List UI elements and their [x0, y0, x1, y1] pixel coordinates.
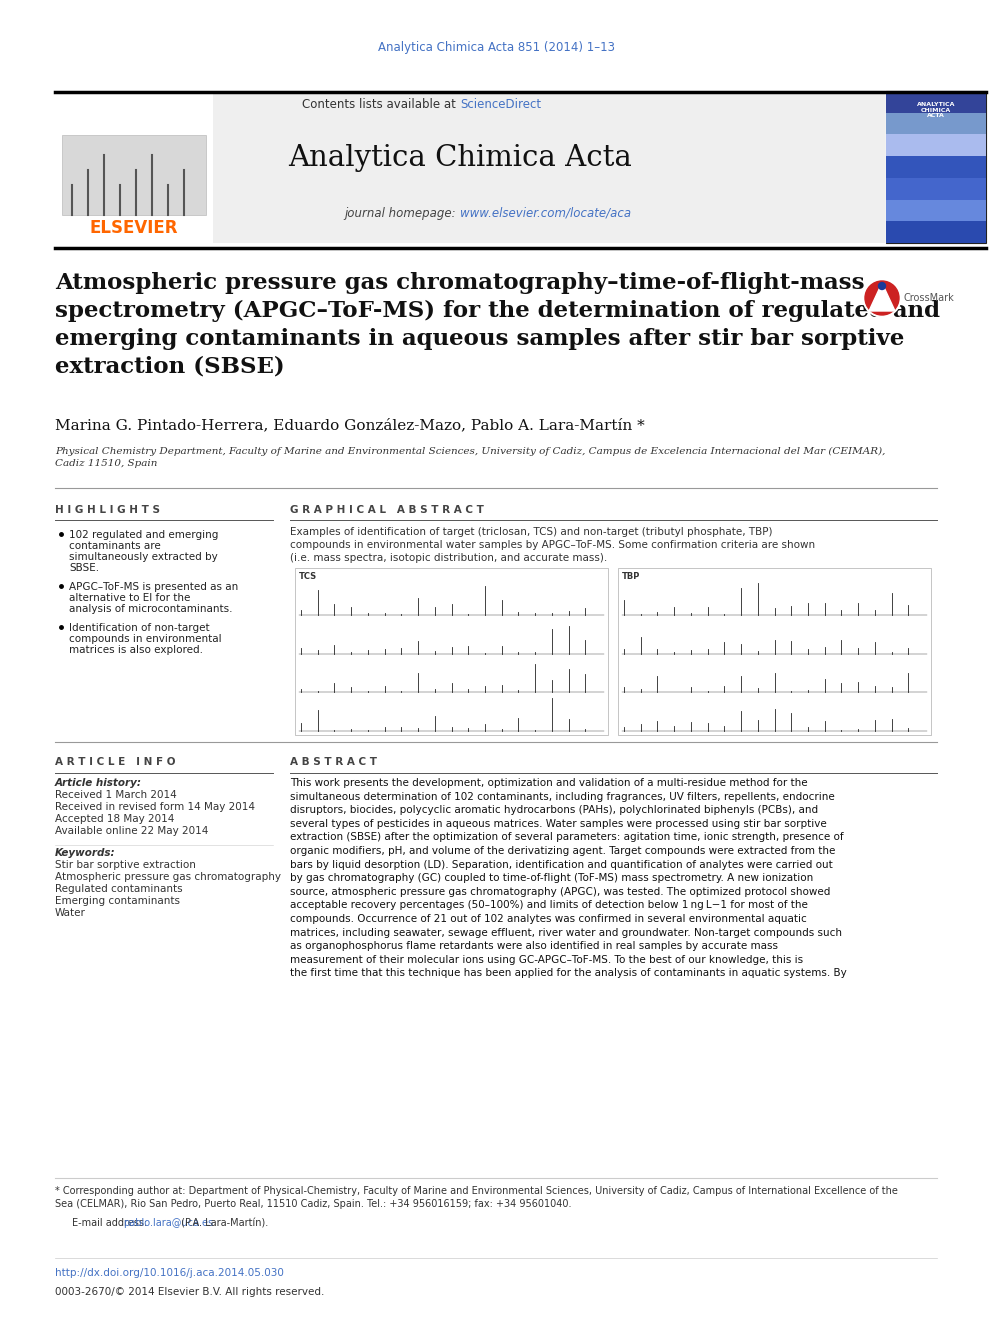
FancyBboxPatch shape [62, 135, 206, 216]
FancyBboxPatch shape [886, 221, 986, 243]
Circle shape [879, 283, 886, 290]
Text: matrices is also explored.: matrices is also explored. [69, 646, 203, 655]
FancyBboxPatch shape [886, 135, 986, 156]
Text: A R T I C L E   I N F O: A R T I C L E I N F O [55, 757, 176, 767]
Text: G R A P H I C A L   A B S T R A C T: G R A P H I C A L A B S T R A C T [290, 505, 484, 515]
Text: pablo.lara@uca.es: pablo.lara@uca.es [123, 1218, 213, 1228]
Text: * Corresponding author at: Department of Physical-Chemistry, Faculty of Marine a: * Corresponding author at: Department of… [55, 1185, 898, 1209]
Text: Atmospheric pressure gas chromatography–time-of-flight-mass
spectrometry (APGC–T: Atmospheric pressure gas chromatography–… [55, 273, 940, 378]
Text: compounds in environmental: compounds in environmental [69, 634, 221, 644]
Text: Analytica Chimica Acta 851 (2014) 1–13: Analytica Chimica Acta 851 (2014) 1–13 [378, 41, 614, 54]
FancyBboxPatch shape [55, 91, 885, 243]
Text: contaminants are: contaminants are [69, 541, 161, 550]
Text: Article history:: Article history: [55, 778, 142, 789]
Text: simultaneously extracted by: simultaneously extracted by [69, 552, 218, 562]
Text: Available online 22 May 2014: Available online 22 May 2014 [55, 826, 208, 836]
Text: H I G H L I G H T S: H I G H L I G H T S [55, 505, 160, 515]
Text: 0003-2670/© 2014 Elsevier B.V. All rights reserved.: 0003-2670/© 2014 Elsevier B.V. All right… [55, 1287, 324, 1297]
Text: http://dx.doi.org/10.1016/j.aca.2014.05.030: http://dx.doi.org/10.1016/j.aca.2014.05.… [55, 1267, 284, 1278]
FancyBboxPatch shape [886, 200, 986, 221]
Text: www.elsevier.com/locate/aca: www.elsevier.com/locate/aca [460, 206, 631, 220]
Text: Received in revised form 14 May 2014: Received in revised form 14 May 2014 [55, 802, 255, 812]
Text: ScienceDirect: ScienceDirect [460, 98, 541, 111]
Text: This work presents the development, optimization and validation of a multi-resid: This work presents the development, opti… [290, 778, 847, 979]
Text: Contents lists available at: Contents lists available at [303, 98, 460, 111]
Text: Accepted 18 May 2014: Accepted 18 May 2014 [55, 814, 175, 824]
Text: Marina G. Pintado-Herrera, Eduardo González-Mazo, Pablo A. Lara-Martín *: Marina G. Pintado-Herrera, Eduardo Gonzá… [55, 418, 645, 433]
FancyBboxPatch shape [886, 112, 986, 135]
Text: APGC–ToF-MS is presented as an: APGC–ToF-MS is presented as an [69, 582, 238, 591]
Text: Regulated contaminants: Regulated contaminants [55, 884, 183, 894]
Text: Water: Water [55, 908, 86, 918]
Text: Identification of non-target: Identification of non-target [69, 623, 209, 632]
Text: alternative to EI for the: alternative to EI for the [69, 593, 190, 603]
Text: Physical Chemistry Department, Faculty of Marine and Environmental Sciences, Uni: Physical Chemistry Department, Faculty o… [55, 447, 886, 468]
Text: CrossMark: CrossMark [904, 292, 954, 303]
Text: ANALYTICA
CHIMICA
ACTA: ANALYTICA CHIMICA ACTA [917, 102, 955, 118]
Text: Atmospheric pressure gas chromatography: Atmospheric pressure gas chromatography [55, 872, 281, 882]
Text: 102 regulated and emerging: 102 regulated and emerging [69, 531, 218, 540]
FancyBboxPatch shape [886, 91, 986, 243]
FancyBboxPatch shape [618, 568, 931, 736]
Text: TBP: TBP [622, 572, 641, 581]
FancyBboxPatch shape [295, 568, 608, 736]
Text: (P.A. Lara-Martín).: (P.A. Lara-Martín). [178, 1218, 268, 1228]
Polygon shape [869, 283, 895, 311]
Text: SBSE.: SBSE. [69, 564, 99, 573]
FancyBboxPatch shape [55, 91, 213, 243]
Text: TCS: TCS [299, 572, 317, 581]
Text: E-mail address:: E-mail address: [72, 1218, 151, 1228]
Text: Stir bar sorptive extraction: Stir bar sorptive extraction [55, 860, 195, 871]
Text: A B S T R A C T: A B S T R A C T [290, 757, 377, 767]
Circle shape [865, 280, 899, 315]
FancyBboxPatch shape [886, 177, 986, 200]
Text: analysis of microcontaminants.: analysis of microcontaminants. [69, 605, 232, 614]
FancyBboxPatch shape [886, 156, 986, 177]
Text: ELSEVIER: ELSEVIER [89, 220, 179, 237]
Text: Examples of identification of target (triclosan, TCS) and non-target (tributyl p: Examples of identification of target (tr… [290, 527, 815, 564]
Text: journal homepage:: journal homepage: [344, 206, 460, 220]
Text: Emerging contaminants: Emerging contaminants [55, 896, 180, 906]
Text: Analytica Chimica Acta: Analytica Chimica Acta [288, 144, 632, 172]
Text: Keywords:: Keywords: [55, 848, 116, 859]
Text: Received 1 March 2014: Received 1 March 2014 [55, 790, 177, 800]
FancyBboxPatch shape [886, 91, 986, 112]
Circle shape [863, 279, 901, 318]
